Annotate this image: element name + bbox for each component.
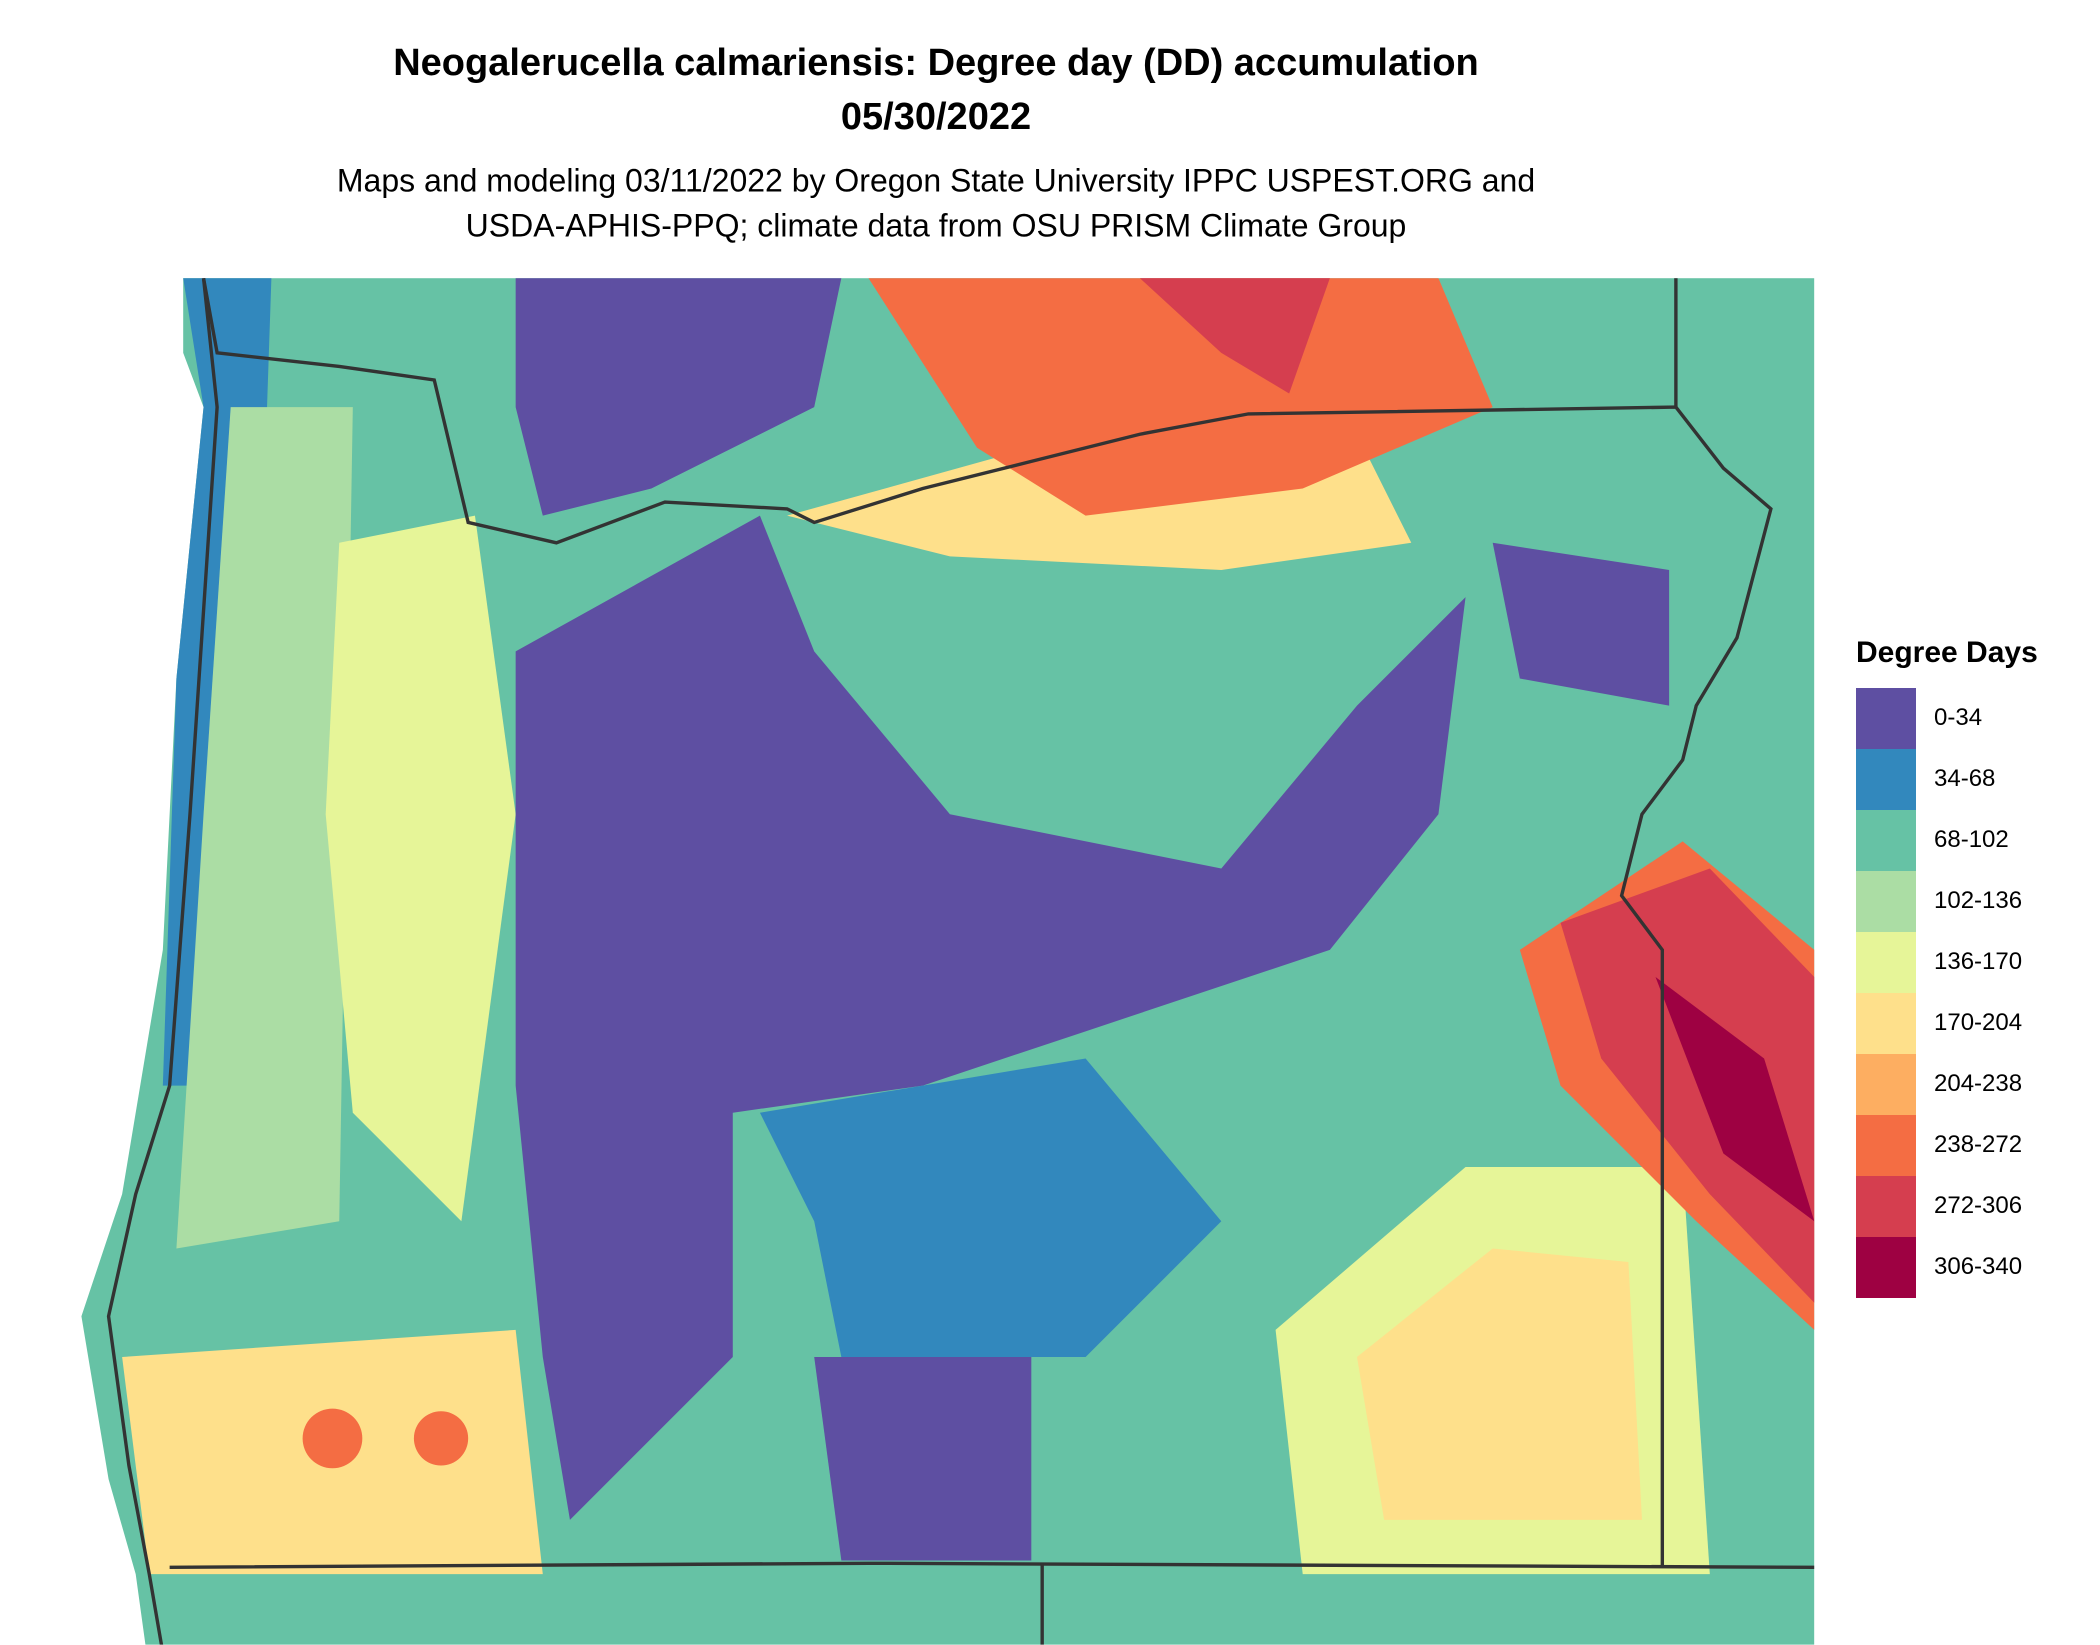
legend: 0-34 34-68 68-102 102-136 136-170 170-204 204-… [1856,688,2022,1298]
southeast-warm [1357,1248,1642,1520]
legend-swatch [1856,932,1916,993]
columbia-hot [1139,278,1330,394]
cascades-north [515,278,842,516]
cascades-central [515,515,1466,1520]
subtitle-line: Maps and modeling 03/11/2022 by Oregon S… [337,162,1535,198]
legend-label: 204-238 [1934,1070,2022,1097]
legend-swatch [1856,1115,1916,1176]
legend-swatch [1856,749,1916,810]
legend-label: 136-170 [1934,948,2022,975]
legend-label: 170-204 [1934,1009,2022,1036]
legend-title: Degree Days [1856,636,2038,669]
legend-swatch [1856,688,1916,749]
legend-label: 68-102 [1934,826,2009,853]
title-line: Neogalerucella calmariensis: Degree day … [393,42,1479,84]
legend-swatch [1856,1176,1916,1237]
hot-spot [413,1411,469,1466]
legend-label: 0-34 [1934,704,1982,731]
legend-label: 34-68 [1934,765,1995,792]
snake-river-hot [1560,868,1815,1303]
title-line: 05/30/2022 [841,96,1031,138]
legend-label: 306-340 [1934,1253,2022,1280]
hot-spot [302,1408,363,1469]
central-cool [759,1058,1222,1357]
map [81,278,1815,1645]
coastline [106,278,219,1645]
legend-label: 102-136 [1934,887,2022,914]
legend-label: 272-306 [1934,1192,2022,1219]
valley [325,515,516,1222]
columbia-basin [868,278,1493,516]
blue-mountains [1492,542,1670,706]
legend-swatch [1856,1237,1916,1298]
state-border [201,278,1773,1568]
subtitle-line: USDA-APHIS-PPQ; climate data from OSU PR… [466,207,1407,243]
legend-label: 238-272 [1934,1131,2022,1158]
coast-range [176,407,353,1249]
snake-river-hottest [1655,977,1815,1222]
borders [106,278,1815,1645]
state-border [169,1561,1815,1570]
legend-swatch [1856,810,1916,871]
legend-swatch [1856,993,1916,1054]
high-desert [814,1357,1032,1561]
legend-swatch [1856,871,1916,932]
legend-swatch [1856,1054,1916,1115]
